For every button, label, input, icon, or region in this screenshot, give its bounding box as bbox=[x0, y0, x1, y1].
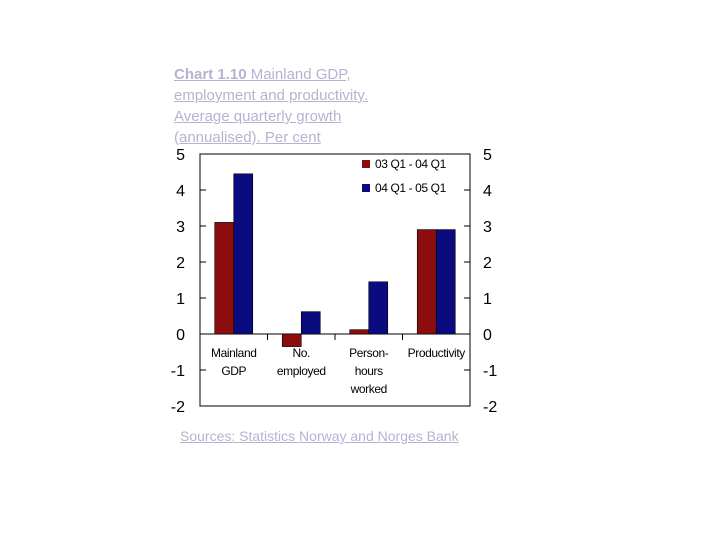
bar bbox=[281, 333, 302, 347]
y-tick-label-left: 4 bbox=[176, 183, 185, 200]
x-tick-label: worked bbox=[350, 382, 387, 396]
x-tick-label: Mainland bbox=[211, 346, 257, 360]
legend-swatch bbox=[362, 184, 370, 192]
legend-label: 03 Q1 - 04 Q1 bbox=[375, 157, 447, 171]
y-tick-label-left: -2 bbox=[171, 399, 185, 416]
y-tick-label-left: 2 bbox=[176, 255, 185, 272]
chart-title-text: Mainland GDP, employment and productivit… bbox=[174, 66, 368, 146]
y-tick-label-right: 4 bbox=[483, 183, 492, 200]
bar bbox=[300, 311, 321, 335]
y-tick-label-left: 0 bbox=[176, 327, 185, 344]
y-tick-label-right: 5 bbox=[483, 147, 492, 164]
plot-frame bbox=[199, 153, 471, 407]
bar bbox=[435, 229, 456, 335]
y-tick-label-right: -2 bbox=[483, 399, 497, 416]
y-tick-label-left: -1 bbox=[171, 363, 185, 380]
chart-title: Chart 1.10 Mainland GDP, employment and … bbox=[174, 64, 424, 148]
y-tick-label-left: 5 bbox=[176, 147, 185, 164]
x-tick-label: No. bbox=[293, 346, 311, 360]
y-tick-label-right: 2 bbox=[483, 255, 492, 272]
bar bbox=[368, 281, 389, 335]
chart-number: Chart 1.10 bbox=[174, 66, 247, 83]
legend-label: 04 Q1 - 05 Q1 bbox=[375, 181, 447, 195]
bar bbox=[416, 229, 437, 335]
bar bbox=[214, 222, 235, 335]
chart-source: Sources: Statistics Norway and Norges Ba… bbox=[180, 428, 459, 444]
bar bbox=[233, 173, 254, 335]
legend-swatch bbox=[362, 160, 370, 168]
x-tick-label: hours bbox=[355, 364, 383, 378]
y-tick-label-left: 3 bbox=[176, 219, 185, 236]
y-tick-label-left: 1 bbox=[176, 291, 185, 308]
x-tick-label: Person- bbox=[349, 346, 389, 360]
bar bbox=[349, 329, 370, 335]
y-tick-label-right: 0 bbox=[483, 327, 492, 344]
x-tick-label: GDP bbox=[221, 364, 246, 378]
y-tick-label-right: 3 bbox=[483, 219, 492, 236]
x-tick-label: employed bbox=[277, 364, 326, 378]
y-tick-label-right: -1 bbox=[483, 363, 497, 380]
y-tick-label-right: 1 bbox=[483, 291, 492, 308]
x-tick-label: Productivity bbox=[408, 346, 466, 360]
